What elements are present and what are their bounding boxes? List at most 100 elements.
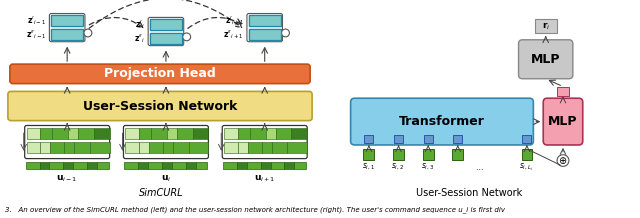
Bar <box>52 128 68 139</box>
Bar <box>393 149 404 160</box>
Bar <box>224 128 238 139</box>
FancyBboxPatch shape <box>49 14 85 42</box>
Bar <box>237 162 247 169</box>
Bar <box>364 135 373 143</box>
Bar <box>177 128 193 139</box>
Bar <box>150 33 182 44</box>
Bar <box>294 162 306 169</box>
Bar <box>535 19 557 33</box>
Bar <box>148 162 162 169</box>
Bar <box>26 162 40 169</box>
Bar <box>51 15 83 26</box>
Text: $\mathbf{u}_{i-1}$: $\mathbf{u}_{i-1}$ <box>56 174 78 184</box>
Bar <box>291 128 307 139</box>
Bar <box>196 162 207 169</box>
Bar <box>262 142 271 153</box>
Bar <box>453 135 462 143</box>
Bar <box>223 162 237 169</box>
Bar <box>271 142 287 153</box>
FancyBboxPatch shape <box>25 126 109 159</box>
Bar <box>124 162 138 169</box>
Bar <box>163 142 173 153</box>
Bar <box>247 162 260 169</box>
Bar <box>162 162 172 169</box>
Text: User-Session Network: User-Session Network <box>416 188 522 198</box>
Bar <box>522 149 532 160</box>
Bar <box>40 128 52 139</box>
Bar <box>452 149 463 160</box>
Bar <box>287 142 307 153</box>
Bar <box>238 128 250 139</box>
FancyBboxPatch shape <box>148 17 184 46</box>
Bar <box>138 162 148 169</box>
Bar <box>125 142 140 153</box>
Text: $\oplus$: $\oplus$ <box>558 155 568 166</box>
Bar <box>87 162 97 169</box>
Bar <box>249 15 280 26</box>
Bar <box>151 128 167 139</box>
Bar <box>74 142 90 153</box>
Bar <box>90 142 109 153</box>
Text: $\mathbf{z}''_i$: $\mathbf{z}''_i$ <box>134 32 145 44</box>
Text: $s_{i,1}$: $s_{i,1}$ <box>362 162 375 172</box>
Bar <box>73 162 87 169</box>
Bar <box>97 162 109 169</box>
Text: User-Session Network: User-Session Network <box>83 99 237 112</box>
Bar <box>557 87 569 96</box>
Bar <box>150 33 182 44</box>
FancyBboxPatch shape <box>222 126 307 159</box>
FancyBboxPatch shape <box>124 126 209 159</box>
Bar <box>249 29 280 40</box>
Text: SimCURL: SimCURL <box>139 188 183 198</box>
Bar <box>238 142 248 153</box>
Text: MLP: MLP <box>548 115 578 128</box>
Text: $\ldots$: $\ldots$ <box>475 163 483 172</box>
Bar <box>424 135 433 143</box>
Text: $s_{i,L_i}$: $s_{i,L_i}$ <box>519 162 534 173</box>
Text: $\mathbf{z}'_{i+1}$: $\mathbf{z}'_{i+1}$ <box>225 15 244 27</box>
Bar <box>40 162 49 169</box>
Bar <box>186 162 196 169</box>
Bar <box>140 142 149 153</box>
Bar <box>150 19 182 30</box>
Circle shape <box>183 33 191 41</box>
Bar <box>94 128 109 139</box>
Bar <box>266 128 276 139</box>
Bar <box>49 162 63 169</box>
FancyBboxPatch shape <box>247 14 282 42</box>
Bar <box>140 128 151 139</box>
Bar <box>248 142 262 153</box>
Bar <box>40 142 51 153</box>
Bar <box>51 142 64 153</box>
FancyBboxPatch shape <box>518 40 573 79</box>
Bar <box>27 142 40 153</box>
Bar <box>423 149 433 160</box>
Bar <box>149 142 163 153</box>
FancyBboxPatch shape <box>543 98 583 145</box>
Text: MLP: MLP <box>531 53 561 66</box>
Bar <box>522 135 531 143</box>
Text: $\mathbf{u}_i$: $\mathbf{u}_i$ <box>161 174 171 184</box>
Bar <box>284 162 294 169</box>
FancyBboxPatch shape <box>10 64 310 84</box>
FancyBboxPatch shape <box>351 98 533 145</box>
Bar <box>51 29 83 40</box>
Circle shape <box>557 155 569 166</box>
Text: $\mathbf{z}'_{i-1}$: $\mathbf{z}'_{i-1}$ <box>27 15 47 27</box>
Bar <box>249 15 280 26</box>
Bar <box>276 128 291 139</box>
Bar <box>271 162 284 169</box>
Bar <box>260 162 271 169</box>
Text: $\mathbf{z}''_{i+1}$: $\mathbf{z}''_{i+1}$ <box>223 28 244 41</box>
Bar <box>224 142 238 153</box>
Text: Projection Head: Projection Head <box>104 67 216 80</box>
Bar <box>189 142 209 153</box>
Bar <box>394 135 403 143</box>
Bar <box>193 128 209 139</box>
Bar <box>125 128 140 139</box>
Circle shape <box>84 29 92 37</box>
Text: $\mathbf{r}_i$: $\mathbf{r}_i$ <box>541 20 550 32</box>
Bar <box>150 19 182 30</box>
Text: $\mathbf{z}''_{i-1}$: $\mathbf{z}''_{i-1}$ <box>26 28 47 41</box>
Bar <box>51 15 83 26</box>
